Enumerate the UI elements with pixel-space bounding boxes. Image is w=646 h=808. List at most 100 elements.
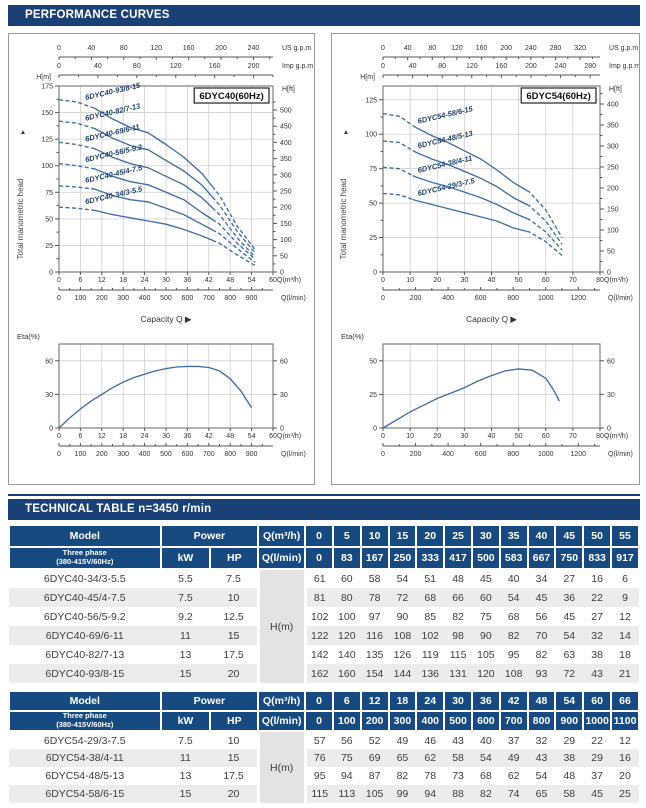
- model-cell: 6DYC40-93/8-15: [45, 667, 125, 680]
- axis-tick-label: 150: [280, 221, 292, 228]
- h-value-cell: 82: [480, 788, 492, 800]
- axis-tick-label: 400: [442, 451, 454, 458]
- pump-curve: [58, 141, 92, 149]
- axis-tick-label: 36: [184, 433, 192, 440]
- table-row: 6DYC40-45/4-7.5 7.5 10 81 80 78 72 68 66 60 54 45 36…: [9, 588, 639, 607]
- axis-tick-label: 175: [41, 84, 53, 91]
- kw-cell: 7.5: [178, 591, 193, 604]
- h-value-cell: 60: [480, 591, 492, 604]
- h-value-cell: 43: [591, 667, 603, 680]
- h-value-cell: 82: [535, 648, 548, 661]
- h-value-cell: 43: [535, 752, 548, 764]
- curve-label: 6DYC40-45/4-7.5: [84, 163, 144, 185]
- axis-tick-label: 600: [182, 451, 194, 458]
- axis-tick-label: 30: [607, 392, 615, 399]
- axis-tick-label: 40: [94, 63, 102, 70]
- q-m3h-value: 10: [359, 524, 390, 548]
- axis-unit-label: Q(m³/h): [604, 433, 628, 440]
- q-lmin-value: 500: [470, 546, 501, 570]
- model-cell: 6DYC54-38/4-11: [45, 752, 124, 764]
- pump-curve: [91, 188, 213, 231]
- axis-tick-label: 70: [569, 433, 577, 440]
- model-cell: 6DYC40-82/7-13: [45, 648, 125, 661]
- h-value-cell: 40: [507, 573, 520, 585]
- h-value-cell: 58: [368, 573, 381, 585]
- q-m3h-value: 60: [582, 690, 613, 712]
- axis-tick-label: 100: [75, 451, 87, 458]
- axis-tick-label: 100: [41, 163, 53, 170]
- q-m3h-value: 30: [443, 690, 473, 712]
- axis-tick-label: 125: [365, 97, 377, 104]
- pump-curve: [90, 126, 213, 198]
- axis-tick-label: 300: [280, 172, 292, 179]
- axis-tick-label: 200: [215, 45, 227, 52]
- axis-tick-label: 320: [574, 45, 586, 52]
- h-value-cell: 142: [310, 648, 329, 661]
- h-value-cell: 162: [310, 667, 329, 680]
- axis-tick-label: 0: [280, 270, 284, 277]
- h-value-cell: 38: [563, 752, 576, 764]
- h-value-cell: 131: [449, 667, 467, 680]
- h-value-cell: 48: [452, 573, 464, 585]
- h-value-cell: 16: [591, 573, 603, 585]
- h-value-cell: 49: [396, 734, 409, 747]
- col-header-q-lmin: Q(l/min): [257, 710, 307, 732]
- axis-tick-label: 160: [476, 45, 488, 52]
- axis-tick-label: 500: [160, 451, 172, 458]
- axis-tick-label: 120: [170, 63, 182, 70]
- axis-tick-label: 400: [442, 295, 454, 302]
- q-lmin-value: 0: [304, 710, 334, 732]
- h-value-cell: 126: [393, 648, 412, 661]
- pump-curve: [58, 120, 92, 129]
- h-value-cell: 65: [396, 752, 409, 764]
- h-value-cell: 56: [535, 610, 548, 623]
- q-lmin-value: 833: [582, 546, 613, 570]
- axis-tick-label: 18: [119, 277, 127, 284]
- q-m3h-value: 18: [387, 690, 418, 712]
- q-m3h-value: 35: [498, 524, 529, 548]
- axis-tick-label: 0: [57, 451, 61, 458]
- h-value-cell: 32: [535, 734, 548, 747]
- hp-cell: 17.5: [223, 648, 244, 661]
- h-value-cell: 45: [480, 573, 492, 585]
- h-value-cell: 65: [535, 788, 548, 800]
- q-m3h-value: 12: [359, 690, 390, 712]
- h-value-cell: 34: [535, 573, 548, 585]
- axis-tick-label: 42: [205, 277, 213, 284]
- table-row: 6DYC54-48/5-13 13 17.5 95 94 87 82 78 73 68 62 54 48…: [9, 767, 639, 785]
- axis-tick-label: 60: [280, 358, 288, 365]
- col-header-kw: kW: [159, 546, 212, 570]
- pump-chart-panel-6dyc54: 0 25 50 75 100 125 0 50 100 150 200 250 300 350 400 0 40…: [331, 33, 640, 485]
- table-row: 6DYC54-58/6-15 15 20 115 113 105 99 94 88 82 74 65 5…: [9, 785, 639, 803]
- axis-tick-label: 600: [475, 451, 487, 458]
- axis-tick-label: 30: [460, 277, 468, 284]
- q-m3h-value: 66: [610, 690, 640, 712]
- hp-cell: 10: [227, 734, 240, 747]
- axis-tick-label: 800: [507, 451, 519, 458]
- h-value-cell: 54: [563, 629, 576, 642]
- h-value-cell: 105: [477, 648, 495, 661]
- q-m3h-value: 24: [415, 690, 446, 712]
- hp-cell: 12.5: [223, 610, 244, 623]
- axis-tick-label: 0: [373, 426, 377, 433]
- pump-curve: [212, 218, 256, 260]
- h-value-cell: 61: [313, 573, 326, 585]
- axis-tick-label: 6: [78, 433, 82, 440]
- pump-curve: [382, 140, 414, 152]
- h-value-cell: 22: [591, 591, 603, 604]
- axis-tick-label: 54: [248, 277, 256, 284]
- h-value-cell: 54: [396, 573, 409, 585]
- axis-tick-label: 10: [406, 433, 414, 440]
- y-axis-title: Total manometric head: [16, 179, 25, 260]
- pump-curve: [382, 192, 414, 201]
- axis-tick-label: 700: [203, 451, 215, 458]
- h-m-label-cell: H(m): [256, 731, 307, 803]
- axis-tick-label: 54: [248, 433, 256, 440]
- q-m3h-value: 55: [610, 524, 640, 548]
- axis-tick-label: 150: [41, 110, 53, 117]
- h-value-cell: 45: [535, 591, 548, 604]
- axis-tick-label: 0: [280, 426, 284, 433]
- h-value-cell: 102: [310, 610, 329, 623]
- axis-tick-label: 30: [162, 433, 170, 440]
- kw-cell: 9.2: [178, 610, 193, 623]
